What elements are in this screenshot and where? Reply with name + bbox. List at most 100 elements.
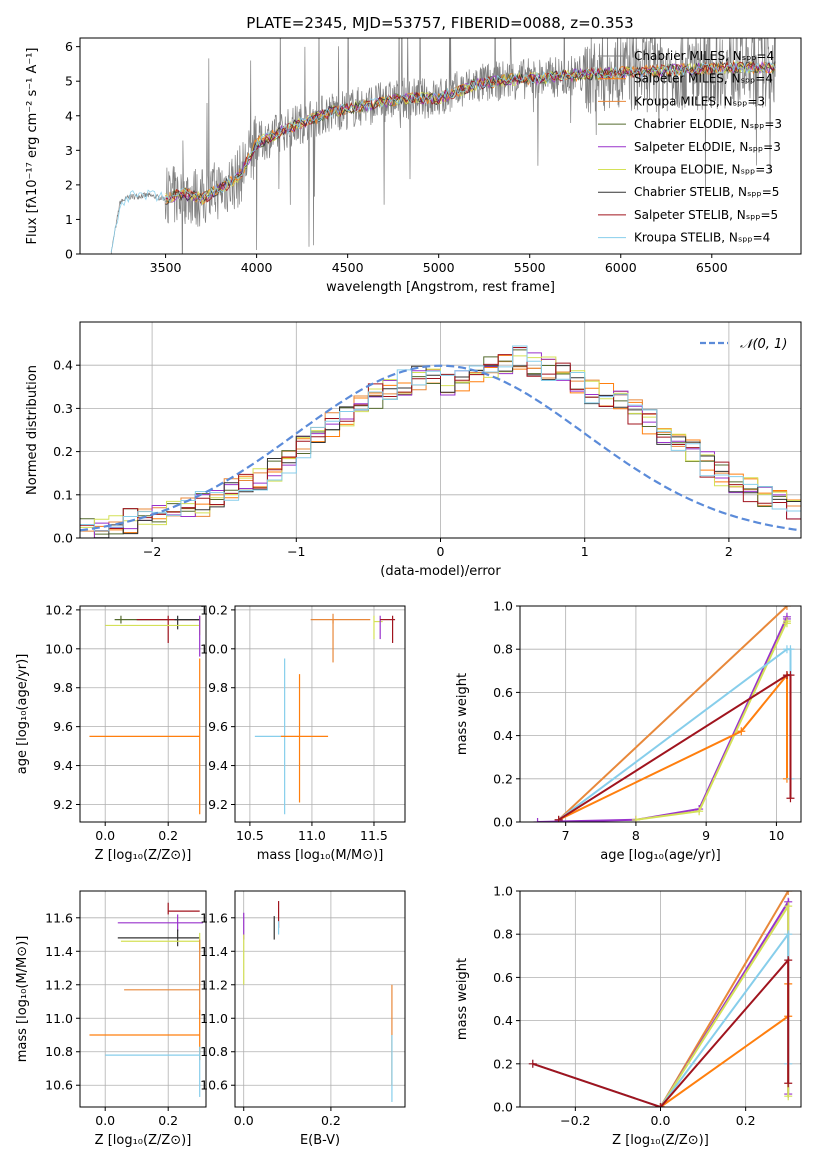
y-axis-label: Flux [fλ10⁻¹⁷ erg cm⁻² s⁻¹ A⁻¹] bbox=[25, 48, 40, 245]
figure-title: PLATE=2345, MJD=53757, FIBERID=0088, z=0… bbox=[246, 14, 633, 32]
y-tick-label: 10.2 bbox=[200, 602, 228, 617]
weight-line-1 bbox=[537, 616, 788, 822]
histogram-6 bbox=[80, 365, 801, 538]
y-tick-label: 1 bbox=[65, 212, 73, 227]
axes-frame bbox=[79, 37, 802, 255]
weight-marker bbox=[786, 671, 795, 680]
data-spectrum-line bbox=[110, 38, 776, 254]
weight-marker bbox=[784, 891, 793, 895]
y-axis-label: mass weight bbox=[455, 958, 470, 1040]
plot-area bbox=[254, 613, 396, 815]
x-axis-label: Z [log₁₀(Z/Z⊙)] bbox=[95, 848, 192, 863]
axes-frame bbox=[79, 605, 207, 823]
x-tick-label: 5500 bbox=[514, 260, 546, 275]
x-tick-label: −2 bbox=[143, 544, 161, 559]
x-tick-label: −0.2 bbox=[560, 1113, 590, 1128]
panel-age-vs-Z: 0.0 0.2 9.2 9.4 9.6 9.8 10.0 10.2 Z [log₁₀(Z/Z⊙)… bbox=[15, 602, 207, 863]
y-tick-label: 11.0 bbox=[45, 1011, 73, 1026]
gaussian-curve bbox=[80, 364, 801, 532]
x-tick-label: 0.0 bbox=[95, 828, 115, 843]
y-tick-label: 11.2 bbox=[45, 977, 73, 992]
y-tick-label: 11.0 bbox=[200, 1011, 228, 1026]
y-tick-label: 1.0 bbox=[493, 884, 513, 899]
x-tick-label: 0.0 bbox=[234, 1113, 254, 1128]
y-tick-label: 10.0 bbox=[45, 641, 73, 656]
legend-label: Salpeter MILES, Nₛₚₚ=4 bbox=[634, 72, 773, 86]
weight-marker bbox=[784, 902, 793, 911]
plot-area bbox=[89, 615, 201, 815]
axes-frame bbox=[234, 890, 406, 1108]
x-axis-label: (data-model)/error bbox=[380, 564, 501, 579]
y-tick-label: 9.4 bbox=[208, 758, 228, 773]
y-tick-label: 0.4 bbox=[53, 358, 73, 373]
weight-marker bbox=[784, 930, 793, 939]
plot-area bbox=[110, 38, 776, 254]
x-tick-label: 3500 bbox=[150, 260, 182, 275]
weight-marker bbox=[656, 1103, 665, 1107]
y-tick-label: 10.8 bbox=[45, 1044, 73, 1059]
y-axis-label: mass [log₁₀(M/M⊙)] bbox=[15, 936, 30, 1063]
x-tick-label: 5000 bbox=[423, 260, 455, 275]
y-tick-label: 10.6 bbox=[45, 1078, 73, 1093]
weight-line-4 bbox=[659, 983, 790, 1107]
y-tick-label: 0.8 bbox=[493, 927, 513, 942]
x-axis-label: wavelength [Angstrom, rest frame] bbox=[326, 280, 555, 295]
plot-area bbox=[243, 901, 393, 1102]
y-tick-label: 0.4 bbox=[493, 1013, 513, 1028]
x-tick-label: −1 bbox=[287, 544, 305, 559]
x-tick-label: 10.5 bbox=[236, 828, 264, 843]
y-tick-label: 0.0 bbox=[53, 531, 73, 546]
legend-label: 𝒩(0, 1) bbox=[740, 337, 787, 352]
y-tick-label: 11.6 bbox=[200, 910, 228, 925]
x-tick-label: 8 bbox=[632, 828, 640, 843]
histogram-8 bbox=[80, 345, 801, 538]
weight-marker bbox=[782, 606, 791, 610]
plot-area bbox=[89, 902, 203, 1097]
y-tick-label: 1.0 bbox=[493, 599, 513, 614]
y-tick-label: 0.0 bbox=[493, 815, 513, 830]
x-axis-label: Z [log₁₀(Z/Z⊙)] bbox=[95, 1133, 192, 1148]
y-tick-label: 0.6 bbox=[493, 685, 513, 700]
y-tick-label: 0.1 bbox=[53, 487, 73, 502]
weight-line-2 bbox=[659, 902, 790, 1107]
weight-marker bbox=[782, 619, 791, 628]
x-tick-label: 0.2 bbox=[158, 1113, 178, 1128]
legend: 𝒩(0, 1) bbox=[700, 337, 787, 352]
weight-marker bbox=[533, 818, 542, 822]
y-tick-label: 5 bbox=[65, 74, 73, 89]
y-tick-label: 4 bbox=[65, 108, 73, 123]
x-tick-label: 0.0 bbox=[95, 1113, 115, 1128]
legend-label: Chabrier STELIB, Nₛₚₚ=5 bbox=[634, 185, 779, 199]
y-tick-label: 0.3 bbox=[53, 401, 73, 416]
y-tick-label: 0.2 bbox=[493, 771, 513, 786]
panel-residuals: 𝒩(0, 1) −2 −1 0 1 2 0.0 0.1 0.2 0.3 0.4 (data-model… bbox=[25, 321, 802, 579]
x-tick-label: 11.0 bbox=[298, 828, 326, 843]
y-tick-label: 9.2 bbox=[208, 797, 228, 812]
x-tick-label: 2 bbox=[725, 544, 733, 559]
y-tick-label: 9.2 bbox=[53, 797, 73, 812]
x-tick-label: 9 bbox=[702, 828, 710, 843]
plot-area bbox=[80, 345, 801, 538]
x-tick-label: 11.5 bbox=[360, 828, 388, 843]
chart-panels: Chabrier MILES, Nₛₚₚ=4 Salpeter MILES, Nₛ… bbox=[15, 37, 802, 1148]
y-tick-label: 0.2 bbox=[53, 444, 73, 459]
legend-label: Kroupa MILES, Nₛₚₚ=3 bbox=[634, 94, 765, 108]
weight-marker bbox=[784, 1092, 793, 1101]
y-tick-label: 3 bbox=[65, 143, 73, 158]
y-tick-label: 2 bbox=[65, 177, 73, 192]
legend-label: Kroupa ELODIE, Nₛₚₚ=3 bbox=[634, 163, 773, 177]
x-tick-label: 6000 bbox=[605, 260, 637, 275]
x-tick-label: 4000 bbox=[241, 260, 273, 275]
x-tick-label: 7 bbox=[562, 828, 570, 843]
x-tick-label: 6500 bbox=[696, 260, 728, 275]
y-tick-label: 9.6 bbox=[208, 719, 228, 734]
legend-label: Chabrier ELODIE, Nₛₚₚ=3 bbox=[634, 117, 782, 131]
y-tick-label: 0.6 bbox=[493, 970, 513, 985]
y-tick-label: 0.8 bbox=[493, 642, 513, 657]
y-tick-label: 0.4 bbox=[493, 728, 513, 743]
y-tick-label: 9.6 bbox=[53, 719, 73, 734]
legend-label: Kroupa STELIB, Nₛₚₚ=4 bbox=[634, 231, 770, 245]
y-tick-label: 9.8 bbox=[208, 680, 228, 695]
y-tick-label: 10.0 bbox=[200, 641, 228, 656]
